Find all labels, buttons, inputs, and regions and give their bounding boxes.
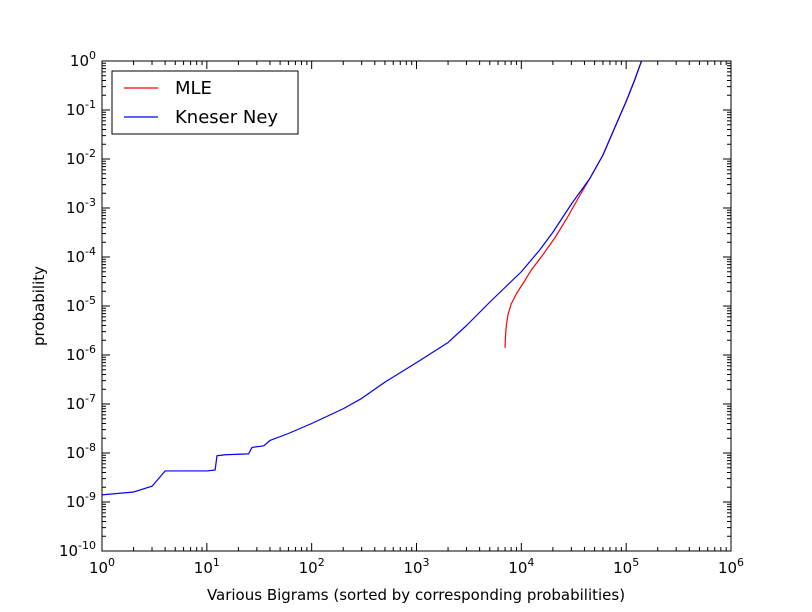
y-tick-label: 10-4 — [66, 245, 96, 266]
plot-area — [101, 60, 732, 552]
y-tick-label: 10-2 — [66, 147, 96, 168]
x-tick-label: 100 — [89, 556, 115, 577]
x-tick-label: 106 — [718, 556, 744, 577]
legend-label-mle: MLE — [175, 78, 212, 99]
x-axis-label: Various Bigrams (sorted by corresponding… — [207, 586, 625, 604]
series-line-mle — [504, 61, 643, 348]
x-tick-label: 105 — [613, 556, 639, 577]
x-tick-label: 101 — [194, 556, 220, 577]
x-tick-label: 102 — [299, 556, 325, 577]
y-tick-label: 10-8 — [66, 441, 96, 462]
y-tick-label: 100 — [70, 49, 96, 70]
legend-label-kneser-ney: Kneser Ney — [175, 107, 278, 128]
y-axis-label: probability — [30, 266, 48, 346]
y-tick-label: 10-9 — [66, 490, 96, 511]
series-layer — [102, 61, 643, 496]
legend: MLE Kneser Ney — [111, 70, 299, 135]
y-tick-label: 10-6 — [66, 343, 96, 364]
y-tick-label: 10-1 — [66, 98, 96, 119]
ticks-layer — [101, 60, 732, 552]
y-tick-label: 10-10 — [59, 539, 96, 560]
y-tick-label: 10-7 — [66, 392, 96, 413]
y-tick-label: 10-3 — [66, 196, 96, 217]
legend-box — [111, 70, 299, 135]
x-tick-labels: 100 101 102 103 104 105 106 — [89, 556, 744, 577]
x-tick-label: 104 — [508, 556, 534, 577]
series-line-kneser-ney — [102, 61, 643, 496]
x-tick-label: 103 — [403, 556, 429, 577]
y-tick-labels: 10-10 10-9 10-8 10-7 10-6 10-5 10-4 10-3 10-2 10-… — [59, 49, 96, 560]
y-tick-label: 10-5 — [66, 294, 96, 315]
